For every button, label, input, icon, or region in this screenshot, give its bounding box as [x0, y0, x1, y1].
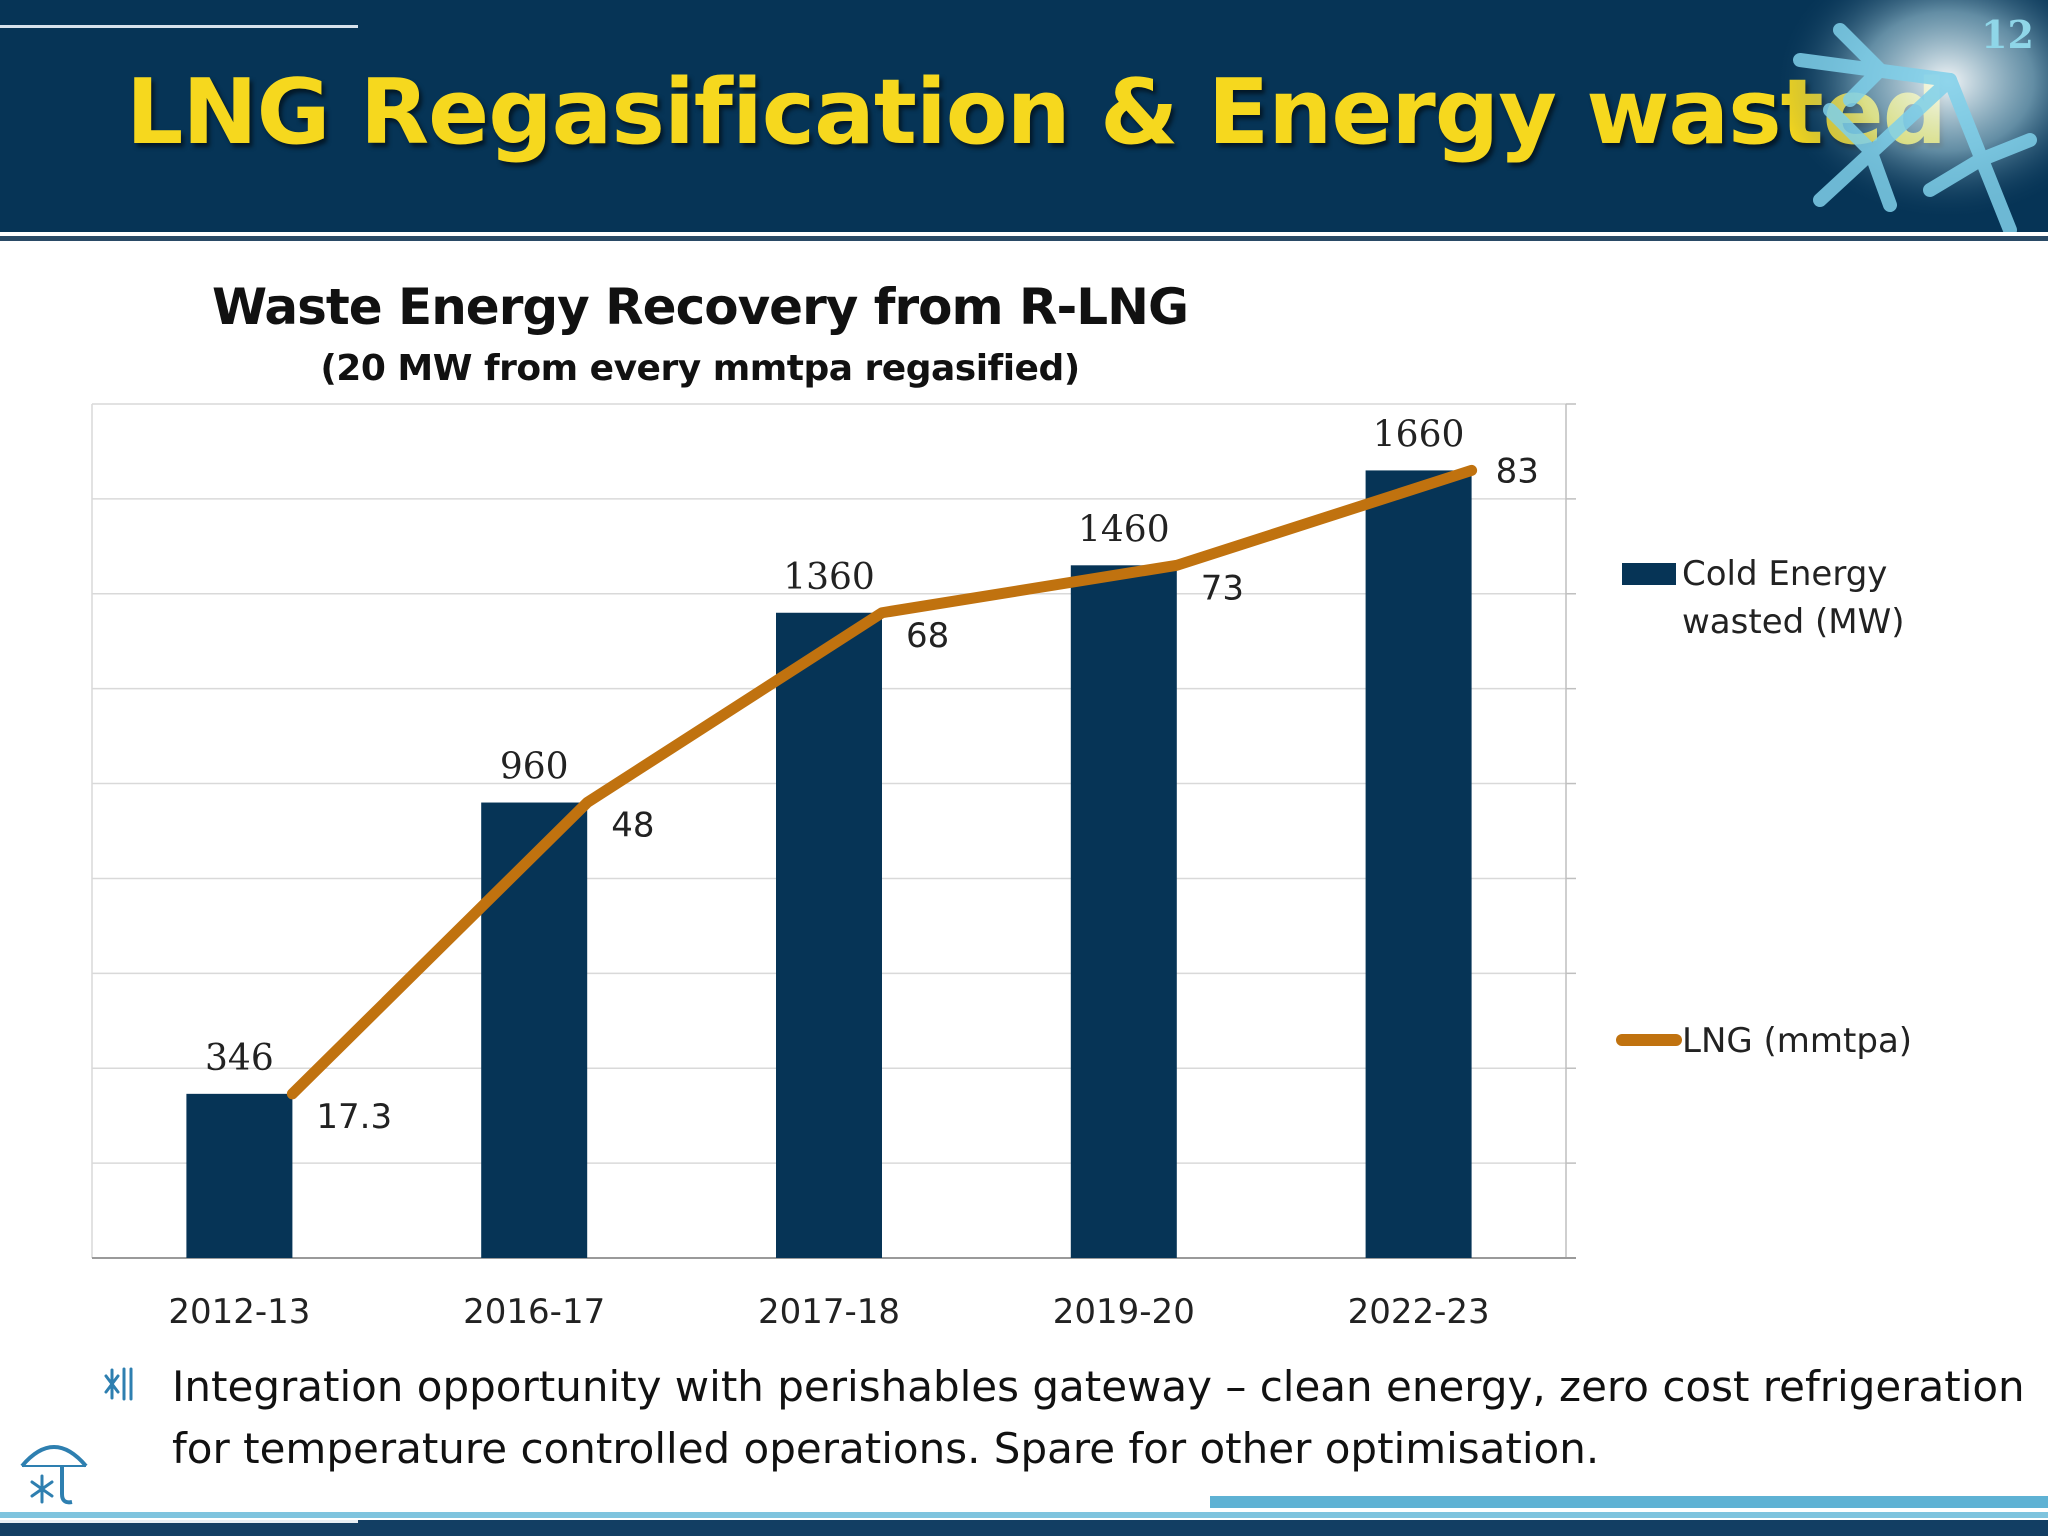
- bar: [481, 802, 588, 1258]
- x-axis-ticks: 2012-13 2016-17 2017-18 2019-20 2022-23: [168, 1292, 1489, 1332]
- slide-number: 12: [1981, 12, 2034, 57]
- footer-accent-band: [1210, 1496, 2048, 1508]
- snowflake-decoration-icon: [1760, 0, 2048, 232]
- bar-value-label: 1660: [1373, 414, 1465, 455]
- chart-subtitle: (20 MW from every mmtpa regasified): [320, 348, 1080, 389]
- x-tick-label: 2022-23: [1348, 1292, 1490, 1332]
- bar: [186, 1093, 293, 1258]
- legend-label-cold-energy-line2: wasted (MW): [1682, 602, 1904, 642]
- slide-title: LNG Regasification & Energy wasted: [126, 60, 1947, 165]
- banner-accent-line: [0, 25, 358, 28]
- bar: [776, 612, 882, 1258]
- footer-dark-band: [0, 1520, 2048, 1536]
- line-value-label: 68: [906, 616, 949, 656]
- umbrella-snowflake-logo-icon: [20, 1445, 88, 1505]
- snowflake-bullet-icon: [104, 1367, 133, 1401]
- title-banner: LNG Regasification & Energy wasted 12: [0, 0, 2048, 232]
- footer-thin-line: [0, 1520, 358, 1523]
- line-path: [286, 464, 1478, 1100]
- bullet-text: Integration opportunity with perishables…: [172, 1362, 2025, 1473]
- bar-value-label: 346: [205, 1038, 274, 1079]
- line-value-label: 48: [611, 806, 654, 846]
- legend-label-cold-energy-line1: Cold Energy: [1682, 554, 1887, 594]
- chart-title: Waste Energy Recovery from R-LNG: [211, 278, 1189, 336]
- legend-label-lng: LNG (mmtpa): [1682, 1021, 1912, 1061]
- x-tick-label: 2019-20: [1053, 1292, 1195, 1332]
- line-value-label: 73: [1201, 568, 1244, 608]
- legend-swatch-cold-energy: [1622, 563, 1676, 585]
- line-value-label: 83: [1496, 451, 1539, 491]
- chart-legend: Cold Energy wasted (MW) LNG (mmtpa): [1616, 554, 1912, 1061]
- x-tick-label: 2012-13: [168, 1292, 310, 1332]
- footer-light-band: [0, 1512, 2048, 1518]
- bar-value-label: 960: [500, 747, 569, 788]
- bar-value-label: 1360: [783, 557, 875, 598]
- data-labels: 346 960 1360 1460 1660 17.3 48 68 73 83: [205, 414, 1539, 1136]
- line-value-label: 17.3: [316, 1097, 392, 1137]
- bar-value-label: 1460: [1078, 509, 1170, 550]
- line-series: [286, 464, 1478, 1100]
- bar-series: [186, 470, 1472, 1258]
- x-tick-label: 2016-17: [463, 1292, 605, 1332]
- x-tick-label: 2017-18: [758, 1292, 900, 1332]
- bar: [1365, 470, 1472, 1258]
- bar: [1070, 565, 1177, 1258]
- banner-underline: [0, 236, 2048, 241]
